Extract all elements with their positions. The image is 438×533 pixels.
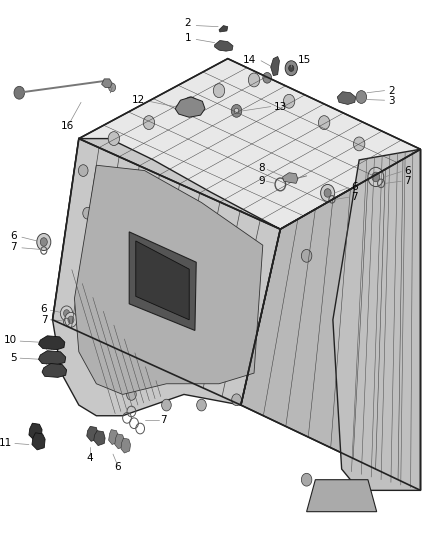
Circle shape — [68, 316, 74, 324]
Circle shape — [318, 116, 330, 130]
Circle shape — [64, 310, 70, 317]
Circle shape — [371, 356, 382, 369]
Circle shape — [197, 399, 206, 411]
Text: 16: 16 — [61, 121, 74, 131]
Text: 12: 12 — [132, 95, 145, 105]
Polygon shape — [219, 26, 228, 32]
Circle shape — [372, 172, 380, 182]
Text: 6: 6 — [41, 304, 47, 314]
Text: 6: 6 — [114, 462, 121, 472]
Circle shape — [127, 389, 136, 400]
Circle shape — [109, 83, 116, 92]
Text: 7: 7 — [160, 415, 166, 425]
Circle shape — [143, 116, 155, 130]
Text: 7: 7 — [10, 242, 17, 252]
Circle shape — [321, 184, 335, 201]
Polygon shape — [32, 433, 45, 450]
Circle shape — [60, 306, 73, 321]
Circle shape — [353, 137, 365, 151]
Circle shape — [108, 132, 120, 146]
Polygon shape — [94, 431, 105, 446]
Text: 13: 13 — [274, 102, 287, 111]
Circle shape — [14, 86, 25, 99]
Polygon shape — [129, 232, 196, 330]
Circle shape — [356, 91, 367, 103]
Circle shape — [232, 394, 241, 406]
Polygon shape — [39, 351, 66, 365]
Text: 10: 10 — [4, 335, 17, 345]
Circle shape — [248, 73, 260, 87]
Circle shape — [96, 367, 106, 379]
Text: 6: 6 — [351, 182, 358, 191]
Circle shape — [162, 399, 171, 411]
Circle shape — [83, 250, 92, 262]
Text: 1: 1 — [184, 34, 191, 43]
Text: 6: 6 — [10, 231, 17, 240]
Polygon shape — [102, 79, 112, 87]
Text: 11: 11 — [0, 439, 12, 448]
Polygon shape — [115, 434, 124, 449]
Polygon shape — [215, 41, 233, 51]
Text: 2: 2 — [388, 86, 395, 95]
Text: 2: 2 — [184, 19, 191, 28]
Text: 3: 3 — [388, 96, 395, 106]
Polygon shape — [333, 149, 420, 490]
Circle shape — [218, 42, 225, 50]
Circle shape — [389, 164, 400, 177]
Text: 7: 7 — [404, 176, 410, 186]
Text: 15: 15 — [298, 55, 311, 64]
Polygon shape — [29, 423, 42, 440]
Text: 6: 6 — [404, 166, 410, 175]
Text: 7: 7 — [351, 192, 358, 202]
Circle shape — [340, 94, 347, 102]
Polygon shape — [283, 173, 298, 183]
Polygon shape — [53, 139, 280, 405]
Circle shape — [301, 249, 312, 262]
Circle shape — [187, 102, 194, 111]
Circle shape — [65, 312, 77, 327]
Text: 9: 9 — [258, 176, 265, 185]
Circle shape — [78, 165, 88, 176]
Polygon shape — [109, 430, 118, 445]
Text: 7: 7 — [41, 315, 47, 325]
Polygon shape — [39, 336, 65, 350]
Text: 4: 4 — [86, 454, 93, 463]
Text: 14: 14 — [243, 55, 256, 64]
Circle shape — [231, 104, 242, 117]
Circle shape — [324, 189, 331, 197]
Circle shape — [368, 167, 384, 187]
Polygon shape — [175, 97, 205, 117]
Circle shape — [263, 72, 272, 83]
Circle shape — [92, 330, 101, 342]
Polygon shape — [271, 56, 279, 76]
Circle shape — [37, 233, 51, 251]
Polygon shape — [121, 438, 131, 453]
Circle shape — [283, 94, 295, 108]
Circle shape — [285, 61, 297, 76]
Circle shape — [83, 207, 92, 219]
Circle shape — [301, 473, 312, 486]
Polygon shape — [337, 92, 356, 104]
Polygon shape — [307, 480, 377, 512]
Polygon shape — [136, 241, 189, 320]
Polygon shape — [53, 139, 280, 416]
Circle shape — [213, 84, 225, 98]
Circle shape — [289, 65, 294, 71]
Circle shape — [183, 97, 198, 116]
Text: 8: 8 — [258, 164, 265, 173]
Circle shape — [178, 100, 190, 114]
Polygon shape — [241, 149, 420, 490]
Circle shape — [87, 293, 97, 304]
Text: 5: 5 — [10, 353, 17, 363]
Polygon shape — [74, 165, 263, 394]
Circle shape — [40, 238, 47, 246]
Circle shape — [354, 452, 364, 465]
Circle shape — [336, 303, 347, 316]
Circle shape — [234, 108, 239, 114]
Polygon shape — [42, 364, 67, 377]
Circle shape — [380, 409, 391, 422]
Polygon shape — [79, 59, 420, 229]
Polygon shape — [87, 426, 98, 441]
